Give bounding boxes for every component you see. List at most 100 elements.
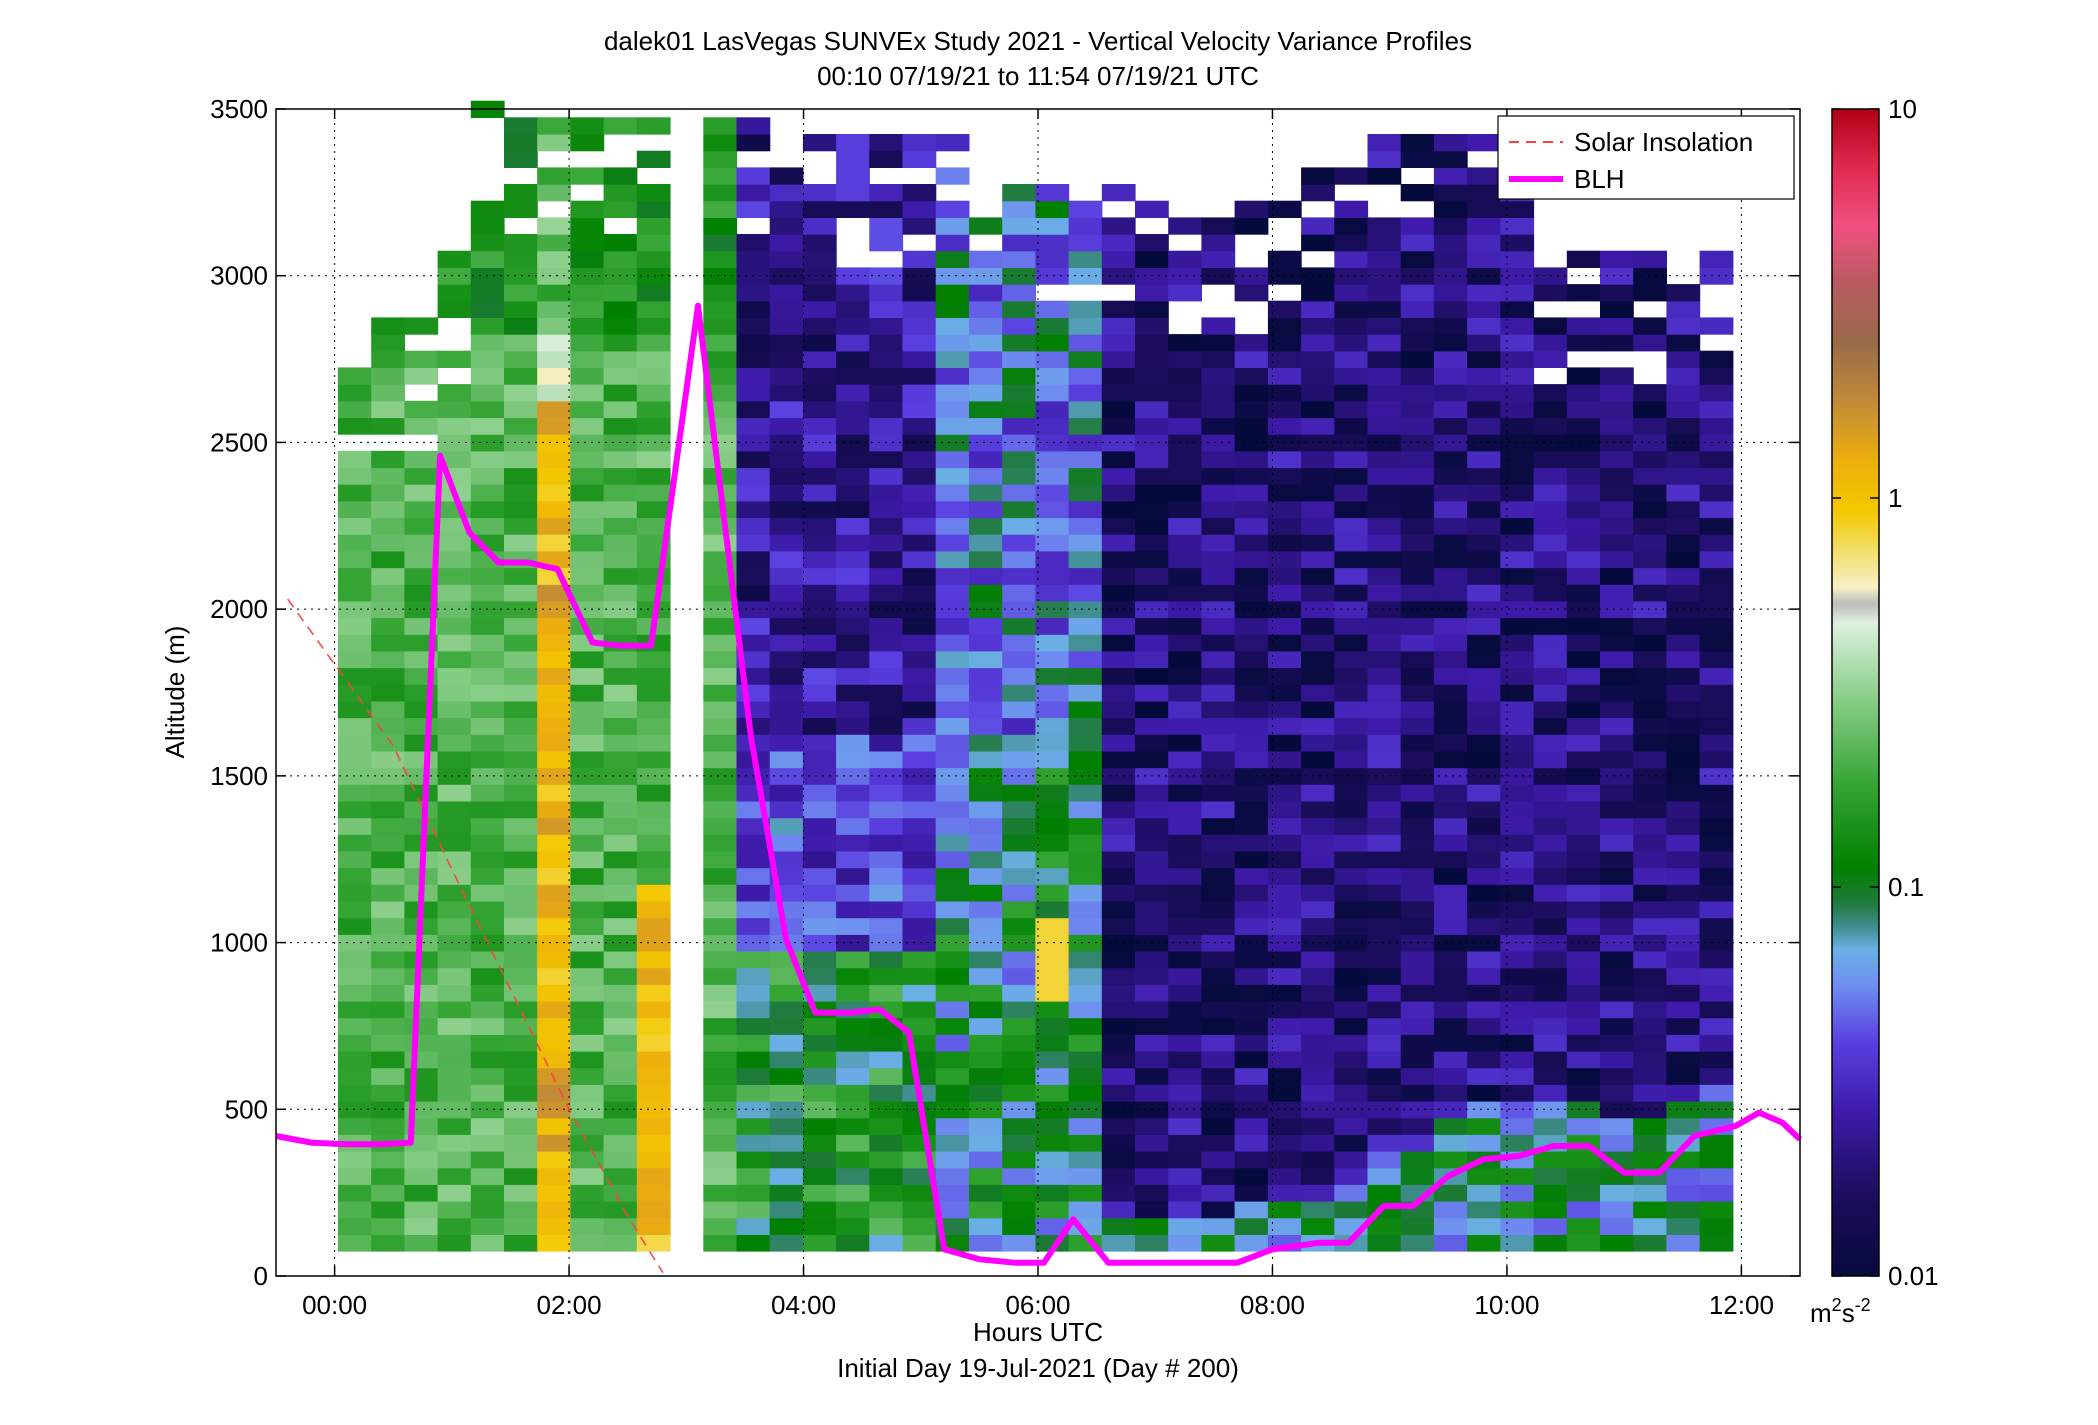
heatmap-cell [1467,517,1501,535]
heatmap-cell [570,1234,605,1252]
heatmap-cell [337,584,372,602]
heatmap-cell [1633,834,1667,852]
heatmap-cell [537,967,571,985]
heatmap-cell [371,684,405,702]
heatmap-cell [902,1201,937,1219]
heatmap-cell [1533,1084,1568,1102]
heatmap-cell [1201,817,1236,835]
heatmap-cell [437,384,472,402]
heatmap-cell [371,1184,405,1202]
heatmap-cell [1301,484,1335,502]
heatmap-cell [1101,617,1136,635]
heatmap-cell [836,934,870,952]
heatmap-cell [371,717,405,735]
heatmap-cell [636,717,671,735]
heatmap-cell [869,817,904,835]
heatmap-cell [1500,550,1535,569]
heatmap-cell [337,800,372,819]
heatmap-cell [703,1217,738,1235]
heatmap-cell [1566,1084,1601,1102]
heatmap-cell [1267,384,1302,402]
heatmap-cell [470,467,505,485]
heatmap-cell [1566,1184,1601,1202]
heatmap-cell [769,1084,804,1102]
heatmap-cell [1433,384,1468,402]
heatmap-cell [703,1067,738,1085]
heatmap-cell [1002,1034,1036,1052]
heatmap-cell [1533,650,1568,669]
heatmap-cell [1666,467,1701,485]
heatmap-cell [1002,550,1036,569]
heatmap-cell [1267,684,1302,702]
heatmap-cell [1433,1067,1468,1085]
heatmap-cell [1400,400,1435,419]
heatmap-cell [802,1167,837,1185]
heatmap-cell [1633,600,1667,619]
heatmap-cell [1566,1167,1601,1185]
heatmap-cell [935,967,970,985]
heatmap-cell [1035,734,1070,752]
heatmap-cell [1467,950,1501,969]
heatmap-cell [1301,400,1335,419]
heatmap-cell [1467,884,1501,902]
heatmap-cell [736,517,771,535]
heatmap-cell [1101,900,1136,919]
heatmap-cell [1566,900,1601,919]
heatmap-cell [1566,1151,1601,1169]
heatmap-cell [437,1134,472,1152]
heatmap-cell [969,767,1003,785]
heatmap-cell [1533,1184,1568,1202]
heatmap-cell [836,1184,870,1202]
heatmap-cell [1367,534,1402,552]
heatmap-cell [1633,800,1667,819]
heatmap-cell [371,1234,405,1252]
heatmap-cell [1334,734,1369,752]
heatmap-cell [1367,250,1402,268]
heatmap-cell [1666,917,1701,935]
heatmap-cell [1267,567,1302,585]
heatmap-cell [1101,234,1136,252]
heatmap-cell [470,834,505,852]
heatmap-cell [869,850,904,869]
heatmap-cell [603,684,638,702]
heatmap-cell [1566,434,1601,452]
heatmap-cell [1467,367,1501,385]
heatmap-cell [337,1201,372,1219]
heatmap-cell [1101,767,1136,785]
heatmap-cell [1135,400,1169,419]
heatmap-cell [869,1151,904,1169]
heatmap-cell [603,650,638,669]
heatmap-cell [769,300,804,318]
heatmap-cell [1566,1201,1601,1219]
heatmap-cell [371,367,405,385]
heatmap-cell [1135,1017,1169,1035]
heatmap-cell [636,417,671,435]
heatmap-cell [1334,167,1369,185]
heatmap-cell [404,417,439,435]
heatmap-cell [1168,550,1202,569]
heatmap-cell [1699,1017,1734,1035]
heatmap-cell [1533,484,1568,502]
heatmap-cell [1533,817,1568,835]
heatmap-cell [1002,417,1036,435]
heatmap-cell [1666,1084,1701,1102]
heatmap-cell [1666,667,1701,685]
heatmap-cell [1666,700,1701,719]
heatmap-cell [437,1201,472,1219]
heatmap-cell [1666,500,1701,519]
heatmap-cell [1301,634,1335,652]
heatmap-cell [902,1067,937,1085]
heatmap-cell [1301,417,1335,435]
heatmap-cell [537,517,571,535]
heatmap-cell [371,667,405,685]
heatmap-cell [603,467,638,485]
heatmap-cell [1566,384,1601,402]
heatmap-cell [371,550,405,569]
heatmap-cell [769,967,804,985]
heatmap-cell [1068,467,1103,485]
heatmap-cell [337,467,372,485]
heatmap-cell [1467,867,1501,885]
heatmap-cell [371,884,405,902]
heatmap-cell [1234,534,1269,552]
